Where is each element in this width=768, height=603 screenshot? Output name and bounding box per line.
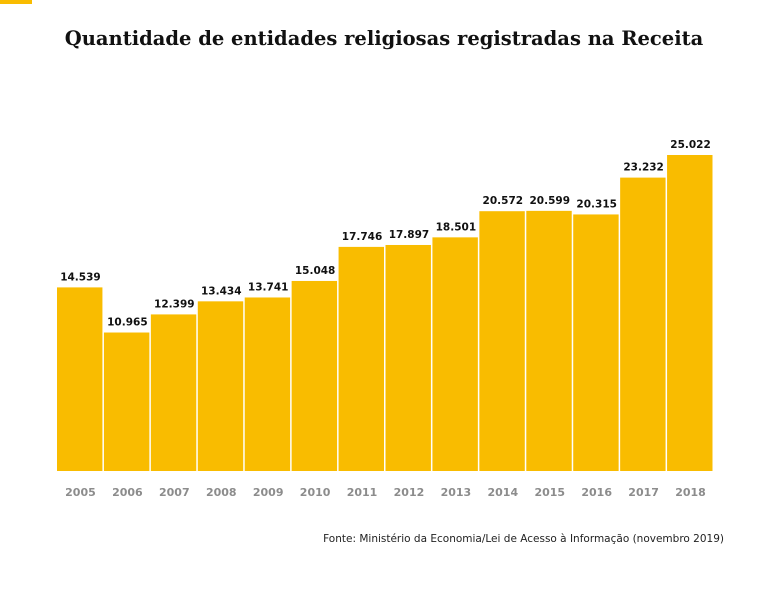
year-label-2005: 2005 [65,486,96,499]
bar-2008 [197,301,244,471]
value-label-2017: 23.232 [623,162,664,174]
value-label-2013: 18.501 [436,221,477,233]
value-label-2012: 17.897 [389,229,430,241]
chart-title: Quantidade de entidades religiosas regis… [64,27,704,50]
value-label-2005: 14.539 [60,271,101,283]
bar-2016 [573,214,619,471]
value-label-2007: 12.399 [154,298,195,310]
value-label-2018: 25.022 [670,139,711,151]
year-label-2012: 2012 [394,486,425,499]
value-label-2016: 20.315 [576,198,617,210]
bar-2017 [620,177,666,472]
bar-2009 [244,297,291,471]
value-label-2006: 10.965 [107,317,148,329]
bar-2010 [291,280,338,471]
year-label-2014: 2014 [488,486,519,499]
year-label-2015: 2015 [534,486,565,499]
bar-2013 [432,237,478,471]
bar-2018 [667,155,713,471]
value-label-2010: 15.048 [295,265,336,277]
value-label-2009: 13.741 [248,281,289,293]
bar-2014 [479,211,525,471]
year-label-2011: 2011 [347,486,378,499]
year-label-2006: 2006 [112,486,143,499]
bar-2006 [103,332,150,471]
source-note: Fonte: Ministério da Economia/Lei de Ace… [323,533,724,545]
bar-2012 [385,244,431,471]
year-label-2017: 2017 [628,486,659,499]
bar-2015 [526,210,572,472]
value-label-2014: 20.572 [483,195,524,207]
year-label-2008: 2008 [206,486,237,499]
year-label-2018: 2018 [675,486,706,499]
year-label-2013: 2013 [441,486,472,499]
year-label-2010: 2010 [300,486,331,499]
bar-2005 [57,287,103,471]
year-label-2009: 2009 [253,486,284,499]
corner-accent [0,0,32,4]
bar-2007 [150,314,197,471]
year-label-2016: 2016 [581,486,612,499]
value-label-2011: 17.746 [342,231,383,243]
year-label-2007: 2007 [159,486,190,499]
value-label-2008: 13.434 [201,285,242,297]
value-label-2015: 20.599 [529,195,570,207]
bar-2011 [338,246,384,471]
